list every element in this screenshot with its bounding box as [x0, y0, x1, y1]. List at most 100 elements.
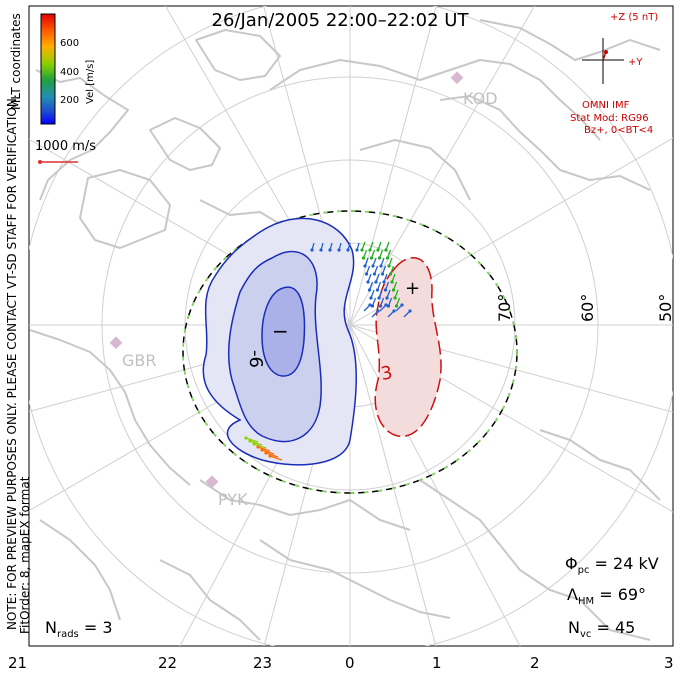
dusk-cell-min-marker: − — [272, 319, 289, 343]
mlt-label-2: 2 — [530, 654, 540, 672]
velocity-vector-origin — [374, 280, 378, 284]
colorbar-label: Vel [m/s] — [85, 60, 96, 104]
velocity-vector-origin — [385, 296, 389, 300]
velocity-vector-origin — [355, 248, 359, 252]
velocity-vector-origin — [361, 256, 366, 260]
velocity-vector-origin — [375, 288, 380, 292]
velocity-vector-origin — [367, 288, 372, 292]
velocity-vector-origin — [319, 248, 323, 252]
map-title: 26/Jan/2005 22:00–22:02 UT — [212, 10, 470, 31]
imf-dial — [582, 38, 624, 84]
fit-order-note: FitOrder: 8, mapEX format — [18, 476, 32, 634]
velocity-vector — [265, 452, 279, 458]
velocity-vector-origin — [360, 248, 364, 252]
lambda-hm-stat: ΛHM = 69° — [567, 585, 646, 607]
velocity-vector-origin — [368, 303, 372, 307]
mlt-label-22: 22 — [158, 654, 177, 672]
imf-condition-label: Bz+, 0<BT<4 — [584, 125, 653, 136]
velocity-vector-origin — [387, 264, 391, 268]
velocity-vector-origin — [382, 280, 386, 284]
velocity-vector-origin — [328, 248, 332, 252]
velocity-vector-origin — [378, 304, 383, 308]
mlt-label-3: 3 — [664, 654, 674, 672]
vector-scale-label: 1000 m/s — [35, 139, 96, 154]
imf-source-label: OMNI IMF — [582, 100, 630, 111]
latitude-label-50: 50° — [656, 294, 675, 322]
velocity-vector — [249, 440, 263, 446]
velocity-vector — [261, 449, 275, 455]
plot-frame — [28, 5, 674, 647]
mlt-label-1: 1 — [432, 654, 442, 672]
velocity-vector-origin — [264, 451, 268, 455]
velocity-vector — [253, 443, 267, 449]
dusk-convection-cell — [202, 217, 357, 466]
n-rads-stat: Nrads = 3 — [45, 618, 113, 640]
velocity-vector-origin — [384, 303, 388, 307]
velocity-vector-origin — [368, 248, 372, 252]
velocity-vectors — [244, 241, 412, 461]
velocity-vector-origin — [364, 272, 369, 276]
velocity-vector-origin — [383, 288, 388, 292]
velocity-vector-origin — [370, 304, 375, 308]
velocity-vector-origin — [393, 296, 397, 300]
velocity-vector-origin — [363, 264, 367, 268]
colorbar-tick-600: 600 — [60, 38, 79, 49]
latitude-label-70: 70° — [495, 294, 514, 322]
velocity-vector-origin — [390, 280, 394, 284]
phi-pc-stat: Φpc = 24 kV — [565, 554, 659, 576]
velocity-vector-origin — [384, 248, 388, 252]
velocity-vector-origin — [260, 448, 264, 452]
velocity-vector-origin — [400, 303, 404, 307]
velocity-vector-origin — [376, 309, 380, 313]
velocity-vector — [245, 437, 259, 443]
velocity-vector-origin — [408, 309, 412, 313]
velocity-vector-origin — [371, 264, 375, 268]
mlt-label-0: 0 — [345, 654, 355, 672]
dawn-contour-label: 3 — [379, 362, 394, 385]
station-kod-label: KOD — [463, 89, 498, 108]
velocity-vector-origin — [380, 272, 385, 276]
velocity-vector-origin — [392, 309, 396, 313]
velocity-vector-origin — [337, 248, 341, 252]
velocity-vector-origin — [268, 454, 272, 458]
velocity-vector-origin — [369, 296, 373, 300]
velocity-vector-origin — [386, 304, 391, 308]
preview-note: NOTE: FOR PREVIEW PURPOSES ONLY. PLEASE … — [5, 94, 19, 630]
station-pyk-label: PYK — [218, 490, 248, 509]
velocity-vector-origin — [252, 442, 256, 446]
velocity-vector-origin — [377, 296, 381, 300]
velocity-vector-origin — [369, 256, 374, 260]
velocity-vector-origin — [377, 256, 382, 260]
velocity-vector-origin — [244, 436, 248, 440]
vector-scale-origin — [38, 160, 42, 164]
velocity-vector-origin — [248, 439, 252, 443]
velocity-vector-origin — [385, 256, 390, 260]
colorbar-tick-400: 400 — [60, 67, 79, 78]
hm-boundary-highlight — [182, 210, 518, 494]
coastlines — [29, 19, 661, 641]
dawn-convection-cell — [374, 257, 442, 437]
velocity-vector-origin — [310, 248, 314, 252]
coordinate-system-label: MLT coordinates — [9, 13, 23, 110]
colorbar-tick-200: 200 — [60, 95, 79, 106]
stat-model-label: Stat Mod: RG96 — [570, 113, 649, 124]
velocity-vector-origin — [376, 248, 380, 252]
velocity-vector — [257, 446, 271, 452]
velocity-vector-origin — [372, 272, 377, 276]
velocity-vector-origin — [379, 264, 383, 268]
n-vc-stat: Nvc = 45 — [568, 618, 635, 640]
imf-y-label: +Y — [628, 57, 643, 68]
velocity-vector-origin — [366, 280, 370, 284]
mlt-label-21: 21 — [8, 654, 27, 672]
dusk-contour-label: -6 — [245, 350, 266, 368]
velocity-vector-origin — [391, 288, 396, 292]
dawn-cell-max-marker: + — [405, 278, 420, 299]
velocity-vector-origin — [388, 272, 393, 276]
velocity-vector-origin — [394, 304, 399, 308]
velocity-vector — [269, 455, 283, 461]
latitude-label-60: 60° — [578, 294, 597, 322]
station-gbr-label: GBR — [122, 351, 157, 370]
velocity-colorbar — [40, 13, 56, 125]
imf-z-label: +Z (5 nT) — [610, 12, 658, 23]
